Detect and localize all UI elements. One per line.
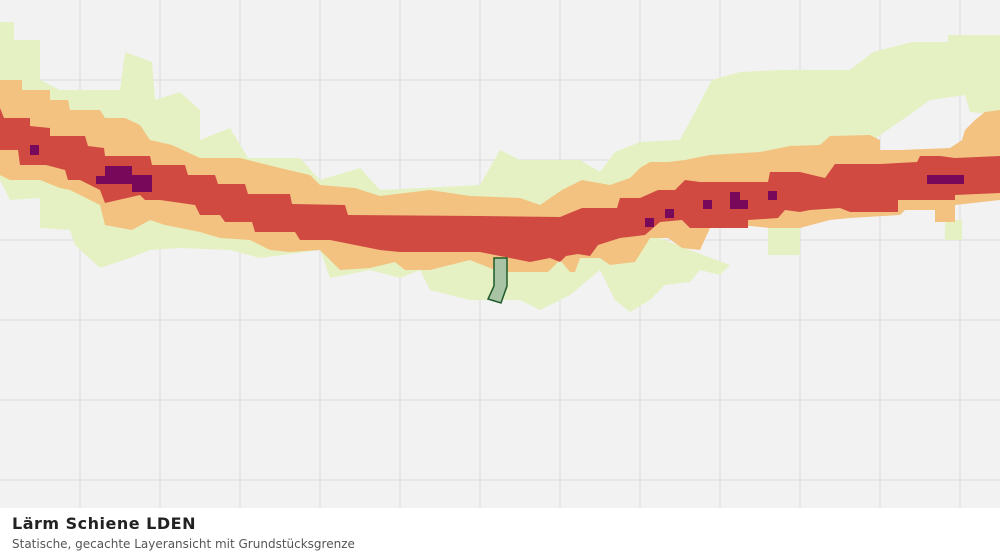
hotspot — [703, 200, 712, 209]
hotspot — [927, 175, 964, 184]
layer-subtitle: Statische, gecachte Layeransicht mit Gru… — [12, 537, 355, 551]
layer-title: Lärm Schiene LDEN — [12, 514, 196, 533]
noise-zone-medium — [0, 80, 1000, 272]
map-view — [0, 0, 1000, 508]
noise-zone-high — [0, 108, 1000, 262]
noise-zone-peak — [30, 145, 964, 227]
hotspot — [30, 145, 39, 155]
hotspot — [665, 209, 674, 218]
hotspot — [96, 166, 152, 192]
hotspot — [768, 191, 777, 200]
hotspot — [730, 192, 748, 209]
caption: Lärm Schiene LDEN Statische, gecachte La… — [0, 508, 1000, 560]
parcel-boundary — [486, 257, 508, 304]
hotspot — [645, 218, 654, 227]
